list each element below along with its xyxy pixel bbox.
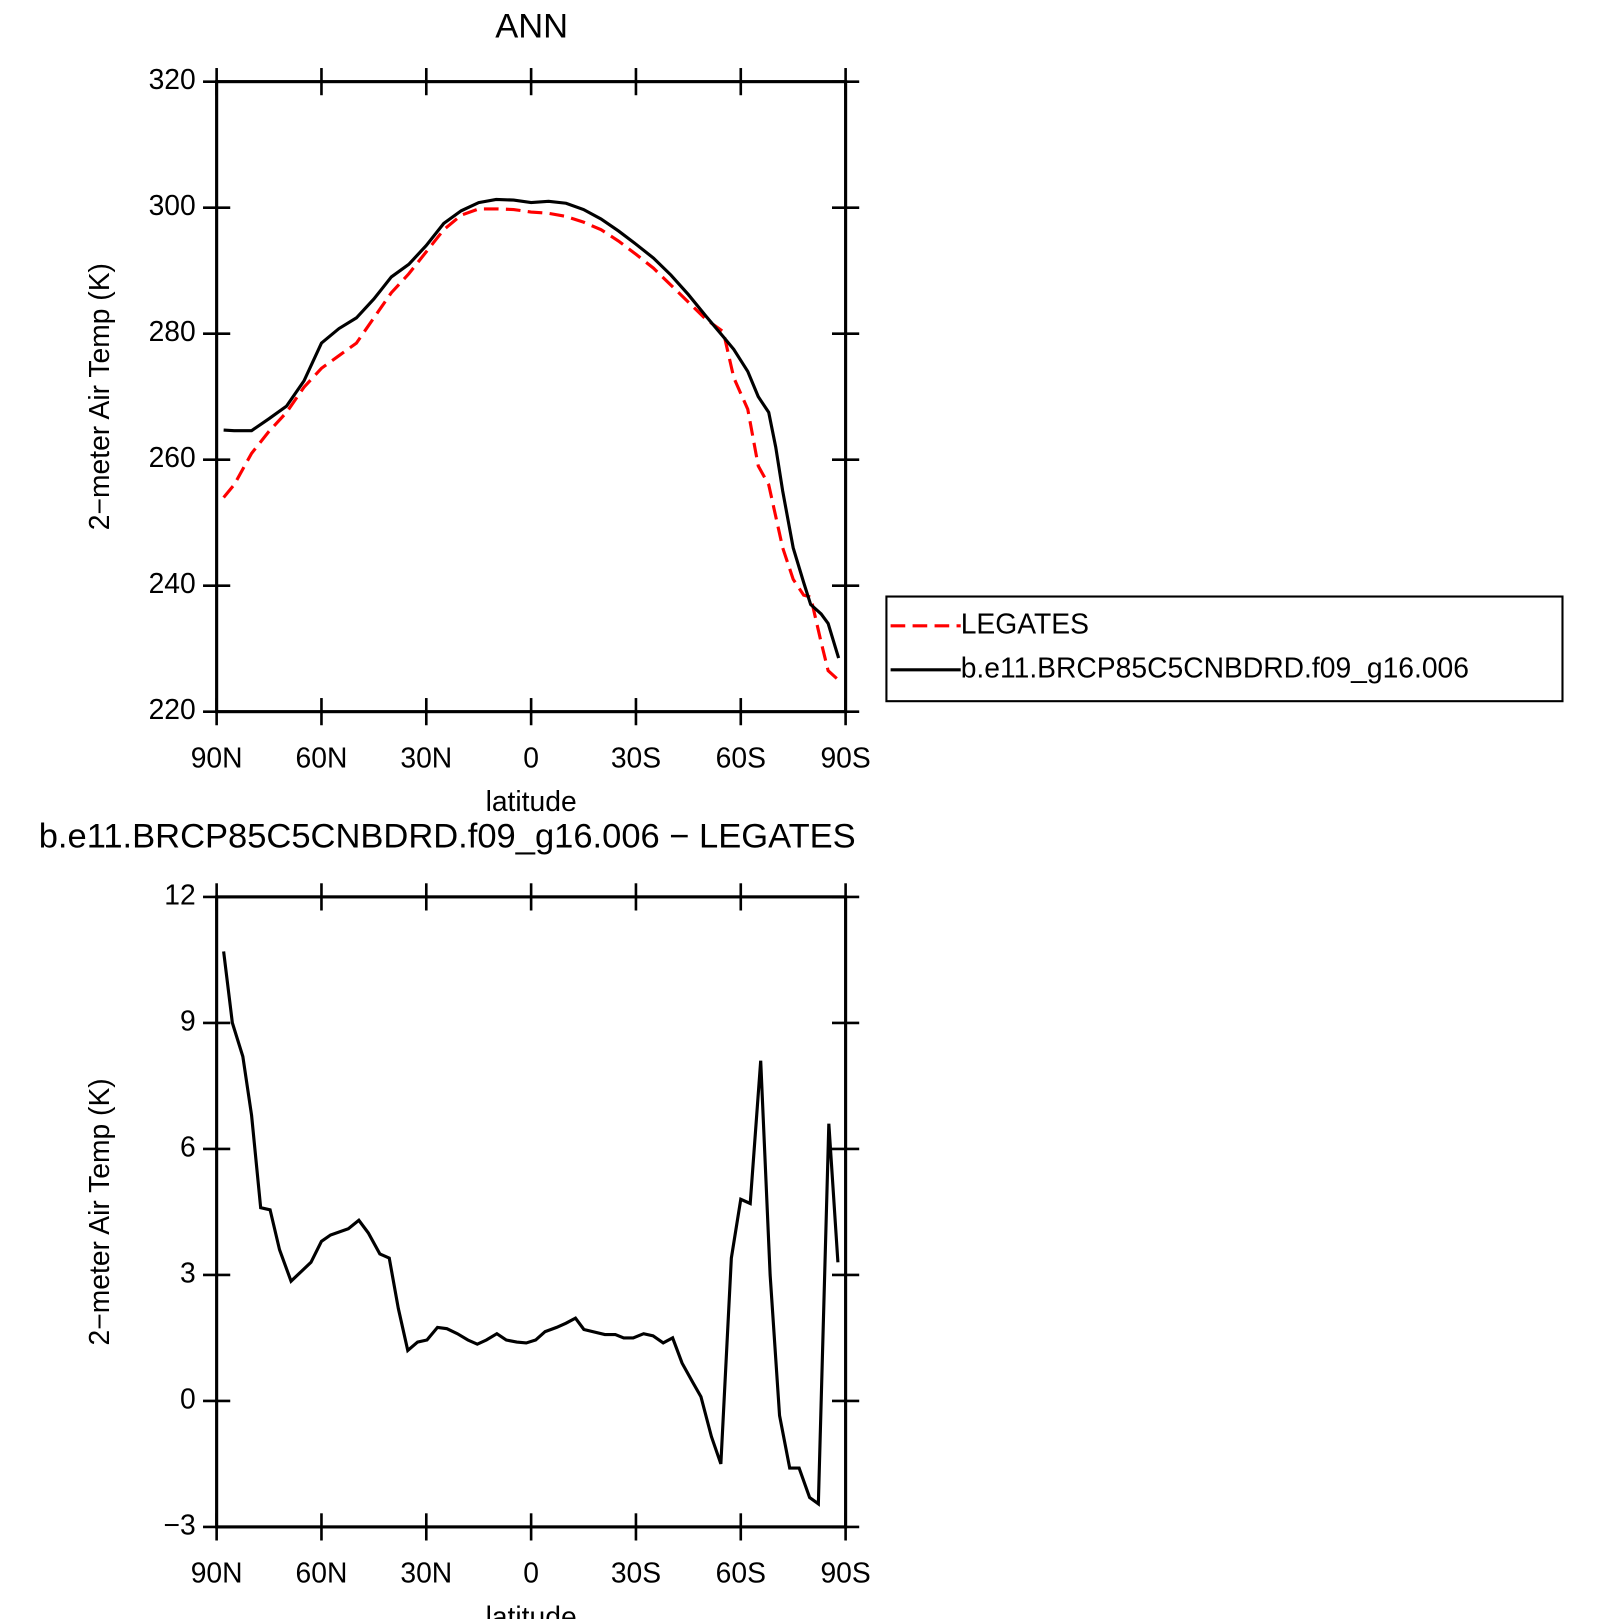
y-tick-label: 220 xyxy=(149,693,196,725)
data-line xyxy=(223,197,841,659)
x-tick-label: 60S xyxy=(716,741,766,773)
x-tick-label: 0 xyxy=(523,741,539,773)
x-tick-label: 30S xyxy=(611,741,661,773)
y-tick-label: 260 xyxy=(149,441,196,473)
x-tick-label: 90N xyxy=(191,1557,243,1589)
y-axis-label: 2−meter Air Temp (K) xyxy=(83,1078,115,1345)
legend-label: b.e11.BRCP85C5CNBDRD.f09_g16.006 xyxy=(961,651,1469,683)
legend-label: LEGATES xyxy=(961,607,1089,639)
y-tick-label: 300 xyxy=(149,189,196,221)
x-tick-label: 60N xyxy=(296,1557,348,1589)
x-tick-label: 0 xyxy=(523,1557,539,1589)
x-tick-label: 30S xyxy=(611,1557,661,1589)
data-line xyxy=(222,207,840,682)
plot-frame xyxy=(215,895,848,1529)
x-axis-label: latitude xyxy=(486,785,577,817)
x-tick-label: 60N xyxy=(296,741,348,773)
data-line xyxy=(222,951,840,1507)
x-tick-label: 30N xyxy=(400,741,452,773)
y-axis-label: 2−meter Air Temp (K) xyxy=(83,263,115,530)
y-tick-label: 9 xyxy=(180,1004,196,1036)
legend-box xyxy=(885,595,1564,703)
y-tick-label: 280 xyxy=(149,315,196,347)
x-tick-label: 90S xyxy=(820,741,870,773)
y-tick-label: −3 xyxy=(163,1508,195,1540)
y-tick-label: 3 xyxy=(180,1256,196,1288)
x-tick-label: 30N xyxy=(400,1557,452,1589)
x-tick-label: 90S xyxy=(820,1557,870,1589)
y-tick-label: 240 xyxy=(149,567,196,599)
chart-title: b.e11.BRCP85C5CNBDRD.f09_g16.006 − LEGAT… xyxy=(39,817,856,855)
y-tick-label: 0 xyxy=(180,1382,196,1414)
x-tick-label: 60S xyxy=(716,1557,766,1589)
y-tick-label: 12 xyxy=(164,878,195,910)
y-tick-label: 320 xyxy=(149,63,196,95)
x-axis-label: latitude xyxy=(486,1600,577,1619)
chart-title: ANN xyxy=(495,7,568,45)
plot-frame xyxy=(215,80,848,714)
y-tick-label: 6 xyxy=(180,1130,196,1162)
x-tick-label: 90N xyxy=(191,741,243,773)
